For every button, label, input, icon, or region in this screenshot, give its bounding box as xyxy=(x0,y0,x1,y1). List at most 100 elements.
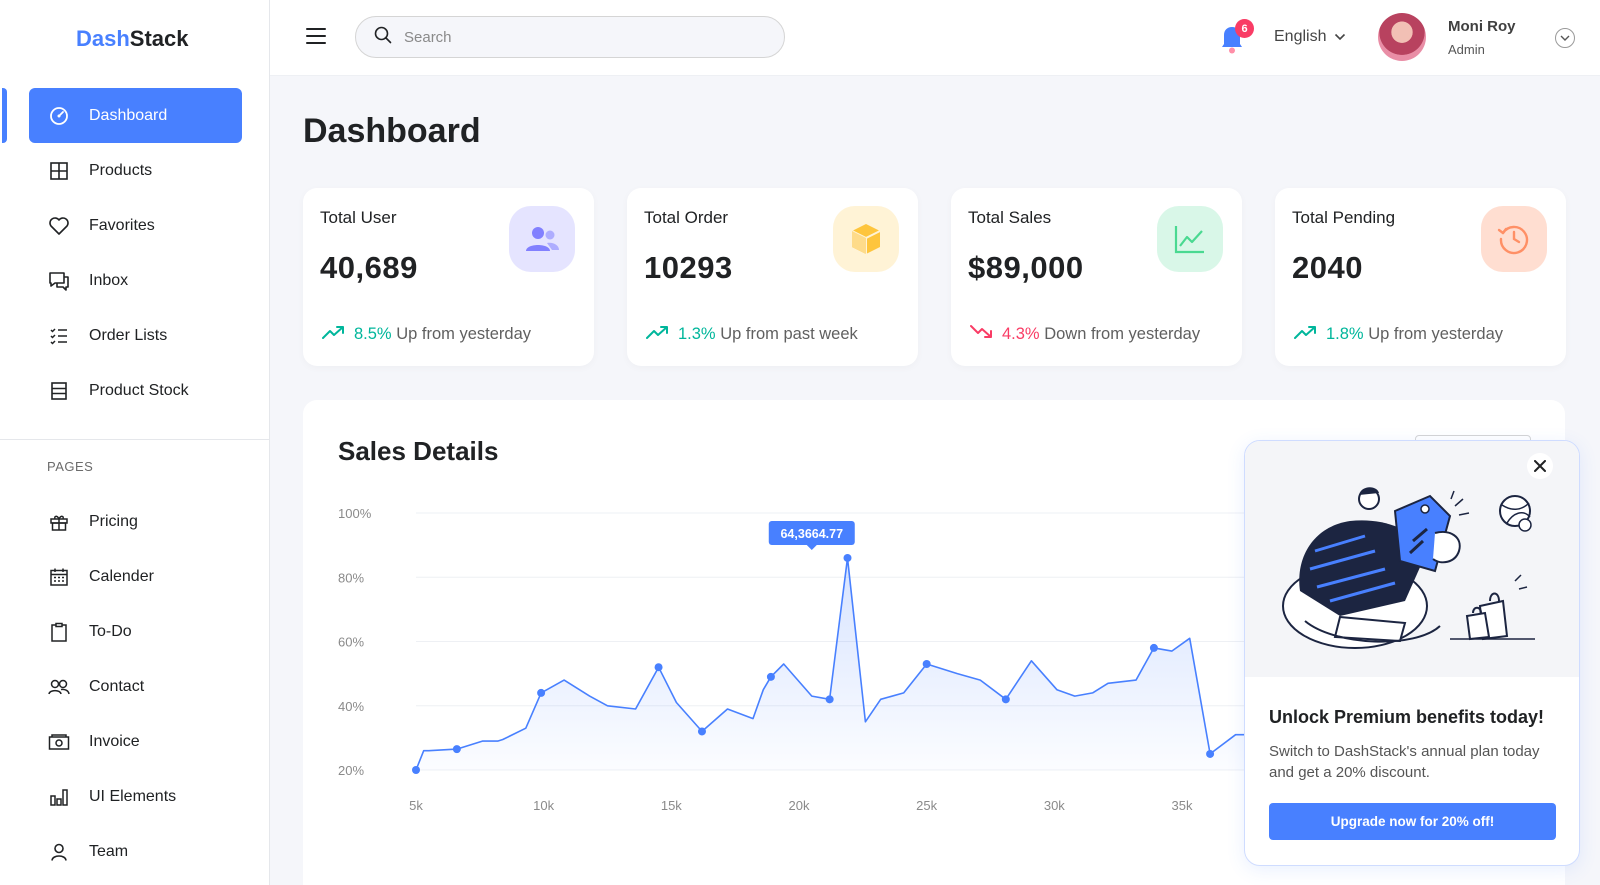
trending-down-icon xyxy=(970,324,994,345)
sidebar-item-label: Dashboard xyxy=(89,106,168,124)
sidebar-item-label: Pricing xyxy=(89,512,138,530)
stat-trend: 1.3% Up from past week xyxy=(646,324,858,345)
topbar: 6 English Moni Roy Admin xyxy=(270,0,1600,76)
profile-menu-chevron-icon[interactable] xyxy=(1555,28,1575,48)
gift-icon xyxy=(48,511,70,533)
y-tick-label: 20% xyxy=(338,763,364,778)
list-icon xyxy=(48,325,70,347)
sidebar-divider xyxy=(0,439,270,440)
x-tick-label: 30k xyxy=(1044,798,1065,813)
stat-trend-text: Up from yesterday xyxy=(1368,325,1503,343)
stat-label: Total Sales xyxy=(968,208,1052,227)
stat-card-total-user: Total User 40,689 8.5% Up from yesterday xyxy=(303,188,594,366)
trending-up-icon xyxy=(1294,324,1318,345)
x-tick-label: 15k xyxy=(661,798,682,813)
user-avatar[interactable] xyxy=(1378,13,1426,61)
sidebar-item-label: To-Do xyxy=(89,622,132,640)
stat-value: 2040 xyxy=(1292,250,1363,285)
sidebar-item-ui-elements[interactable]: UI Elements xyxy=(0,769,270,824)
pages-nav: Pricing Calender To-Do Contact Invoice xyxy=(0,494,270,879)
search-bar xyxy=(355,16,785,58)
x-tick-label: 5k xyxy=(409,798,423,813)
sidebar-item-order-lists[interactable]: Order Lists xyxy=(0,308,270,363)
sidebar-item-favorites[interactable]: Favorites xyxy=(0,198,270,253)
sidebar-item-product-stock[interactable]: Product Stock xyxy=(0,363,270,418)
x-tick-label: 25k xyxy=(916,798,937,813)
sidebar-item-pricing[interactable]: Pricing xyxy=(0,494,270,549)
close-popup-icon[interactable] xyxy=(1527,453,1553,479)
premium-upsell-popup: Unlock Premium benefits today! Switch to… xyxy=(1244,440,1580,866)
data-point xyxy=(697,727,706,736)
sidebar-item-label: Product Stock xyxy=(89,381,189,399)
data-point xyxy=(922,659,931,668)
x-tick-label: 10k xyxy=(533,798,554,813)
stat-trend-text: Down from yesterday xyxy=(1044,325,1201,343)
contacts-icon xyxy=(48,676,70,698)
sidebar-item-products[interactable]: Products xyxy=(0,143,270,198)
sidebar-item-label: Products xyxy=(89,161,153,179)
pages-section-label: PAGES xyxy=(47,459,94,474)
tooltip-pointer xyxy=(806,544,817,550)
sidebar-item-label: Favorites xyxy=(89,216,155,234)
shopping-illustration xyxy=(1245,441,1579,677)
sidebar-item-inbox[interactable]: Inbox xyxy=(0,253,270,308)
main-nav: Dashboard Products Favorites Inbox Order… xyxy=(0,88,270,418)
notification-count-badge: 6 xyxy=(1235,19,1254,38)
sidebar-item-calender[interactable]: Calender xyxy=(0,549,270,604)
sidebar-item-label: Inbox xyxy=(89,271,129,289)
chevron-down-icon xyxy=(1334,28,1346,46)
stat-percent: 4.3% xyxy=(1002,325,1040,343)
sidebar: DashStack Dashboard Products Favorites I… xyxy=(0,0,270,885)
menu-toggle-icon[interactable] xyxy=(306,28,326,44)
clipboard-icon xyxy=(48,621,70,643)
stat-trend: 1.8% Up from yesterday xyxy=(1294,324,1503,345)
trending-up-icon xyxy=(322,324,346,345)
sidebar-item-contact[interactable]: Contact xyxy=(0,659,270,714)
sidebar-item-todo[interactable]: To-Do xyxy=(0,604,270,659)
popup-title: Unlock Premium benefits today! xyxy=(1269,707,1545,727)
sidebar-item-label: Invoice xyxy=(89,732,140,750)
box-icon xyxy=(833,206,899,272)
language-label: English xyxy=(1274,28,1327,45)
data-point xyxy=(825,695,834,704)
language-select[interactable]: English xyxy=(1274,28,1346,46)
data-point xyxy=(1149,643,1158,652)
search-icon xyxy=(374,26,392,49)
sales-details-title: Sales Details xyxy=(338,436,499,466)
y-tick-label: 100% xyxy=(338,506,372,521)
data-point xyxy=(452,745,461,754)
y-tick-label: 80% xyxy=(338,570,364,585)
stat-value: 40,689 xyxy=(320,250,418,285)
bar-chart-icon xyxy=(48,786,70,808)
y-tick-label: 40% xyxy=(338,699,364,714)
data-point xyxy=(843,553,852,562)
trending-up-icon xyxy=(646,324,670,345)
data-point xyxy=(412,766,420,774)
search-input[interactable] xyxy=(404,28,764,46)
page-title: Dashboard xyxy=(303,112,481,150)
line-chart-icon xyxy=(1157,206,1223,272)
x-tick-label: 20k xyxy=(789,798,810,813)
invoice-icon xyxy=(48,731,70,753)
sidebar-item-invoice[interactable]: Invoice xyxy=(0,714,270,769)
stat-trend-text: Up from past week xyxy=(720,325,858,343)
stat-value: $89,000 xyxy=(968,250,1084,285)
x-tick-label: 35k xyxy=(1172,798,1193,813)
stat-value: 10293 xyxy=(644,250,733,285)
stat-percent: 1.3% xyxy=(678,325,716,343)
app-logo[interactable]: DashStack xyxy=(76,26,189,51)
data-point xyxy=(1206,749,1215,758)
tooltip-label: 64,3664.77 xyxy=(780,527,843,541)
stat-card-total-pending: Total Pending 2040 1.8% Up from yesterda… xyxy=(1275,188,1566,366)
stat-label: Total Pending xyxy=(1292,208,1396,227)
upgrade-button[interactable]: Upgrade now for 20% off! xyxy=(1269,803,1556,840)
y-tick-label: 60% xyxy=(338,635,364,650)
stock-icon xyxy=(48,380,70,402)
sidebar-item-team[interactable]: Team xyxy=(0,824,270,879)
sidebar-item-label: Team xyxy=(89,842,129,860)
stat-card-total-order: Total Order 10293 1.3% Up from past week xyxy=(627,188,918,366)
popup-description: Switch to DashStack's annual plan today … xyxy=(1269,743,1540,781)
sidebar-item-dashboard[interactable]: Dashboard xyxy=(0,88,270,143)
clock-history-icon xyxy=(1481,206,1547,272)
user-role: Admin xyxy=(1448,42,1485,57)
